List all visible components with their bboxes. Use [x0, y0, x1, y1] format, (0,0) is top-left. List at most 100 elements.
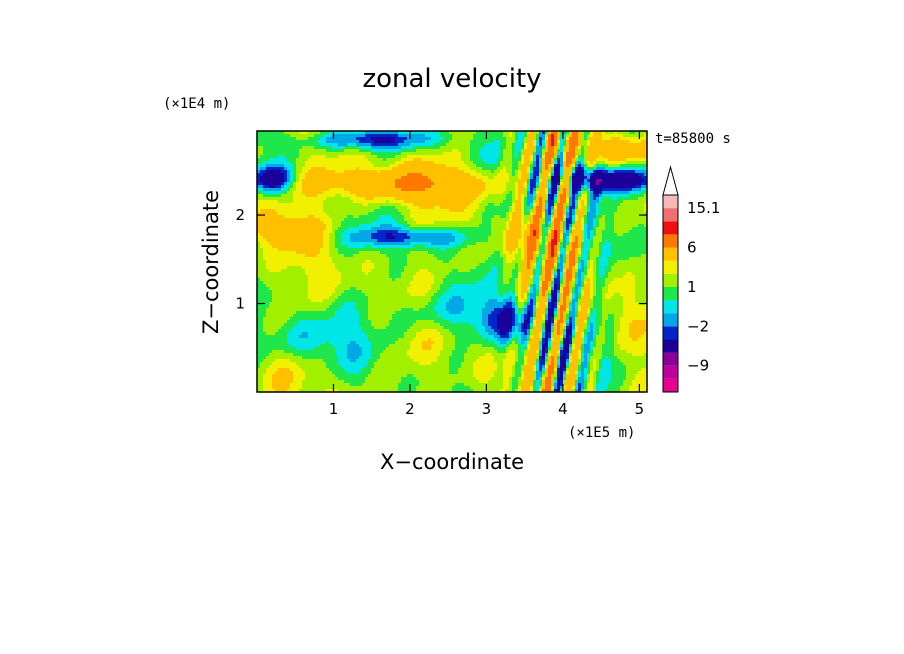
field-cell [299, 140, 303, 144]
field-cell [407, 158, 411, 162]
field-cell [452, 131, 456, 135]
field-cell [530, 137, 534, 141]
field-cell [551, 155, 555, 159]
field-cell [476, 140, 480, 144]
field-cell [371, 158, 375, 162]
field-cell [299, 206, 303, 210]
field-cell [326, 185, 330, 189]
field-cell [536, 194, 540, 198]
field-cell [500, 143, 504, 147]
field-cell [338, 206, 342, 210]
field-cell [407, 131, 411, 135]
field-cell [494, 158, 498, 162]
field-cell [629, 146, 633, 150]
field-cell [395, 140, 399, 144]
field-cell [644, 176, 647, 180]
field-cell [347, 221, 351, 225]
field-cell [425, 182, 429, 186]
field-cell [341, 131, 345, 135]
field-cell [542, 173, 546, 177]
field-cell [593, 143, 597, 147]
field-cell [533, 170, 537, 174]
field-cell [383, 158, 387, 162]
field-cell [602, 146, 606, 150]
field-cell [491, 206, 495, 210]
field-cell [554, 143, 558, 147]
field-cell [359, 185, 363, 189]
field-cell [389, 200, 393, 204]
field-cell [587, 212, 591, 216]
field-cell [533, 143, 537, 147]
field-cell [392, 209, 396, 213]
field-cell [596, 212, 600, 216]
field-cell [512, 131, 516, 135]
field-cell [503, 209, 507, 213]
field-cell [272, 140, 276, 144]
field-cell [422, 155, 426, 159]
field-cell [452, 203, 456, 207]
field-cell [632, 158, 636, 162]
field-cell [296, 173, 300, 177]
field-cell [632, 176, 636, 180]
field-cell [509, 140, 513, 144]
field-cell [596, 197, 600, 201]
field-cell [611, 197, 615, 201]
field-cell [413, 176, 417, 180]
field-cell [455, 131, 459, 135]
field-cell [404, 140, 408, 144]
field-cell [344, 218, 348, 222]
field-cell [644, 188, 647, 192]
field-cell [260, 149, 264, 153]
field-cell [464, 149, 468, 153]
field-cell [338, 167, 342, 171]
field-cell [581, 161, 585, 165]
field-cell [308, 140, 312, 144]
field-cell [572, 152, 576, 156]
field-cell [257, 161, 261, 165]
field-cell [608, 221, 612, 225]
field-cell [422, 134, 426, 138]
field-cell [428, 170, 432, 174]
field-cell [326, 167, 330, 171]
field-cell [458, 143, 462, 147]
field-cell [476, 215, 480, 219]
field-cell [503, 131, 507, 135]
field-cell [491, 131, 495, 135]
field-cell [344, 200, 348, 204]
field-cell [323, 170, 327, 174]
field-cell [551, 218, 555, 222]
field-cell [545, 158, 549, 162]
field-cell [341, 224, 345, 228]
field-cell [380, 143, 384, 147]
field-cell [305, 185, 309, 189]
field-cell [428, 200, 432, 204]
field-cell [623, 173, 627, 177]
field-cell [467, 143, 471, 147]
field-cell [569, 164, 573, 168]
field-cell [575, 221, 579, 225]
field-cell [299, 164, 303, 168]
field-cell [536, 164, 540, 168]
field-cell [359, 221, 363, 225]
field-cell [275, 218, 279, 222]
field-cell [299, 197, 303, 201]
field-cell [533, 155, 537, 159]
field-cell [449, 212, 453, 216]
field-cell [311, 206, 315, 210]
field-cell [281, 176, 285, 180]
field-cell [464, 161, 468, 165]
field-cell [485, 218, 489, 222]
field-cell [551, 131, 555, 135]
field-cell [311, 209, 315, 213]
field-cell [482, 179, 486, 183]
field-cell [314, 215, 318, 219]
field-cell [275, 146, 279, 150]
field-cell [470, 167, 474, 171]
field-cell [353, 152, 357, 156]
field-cell [299, 143, 303, 147]
field-cell [503, 221, 507, 225]
field-cell [314, 200, 318, 204]
field-cell [584, 194, 588, 198]
field-cell [458, 149, 462, 153]
field-cell [287, 179, 291, 183]
